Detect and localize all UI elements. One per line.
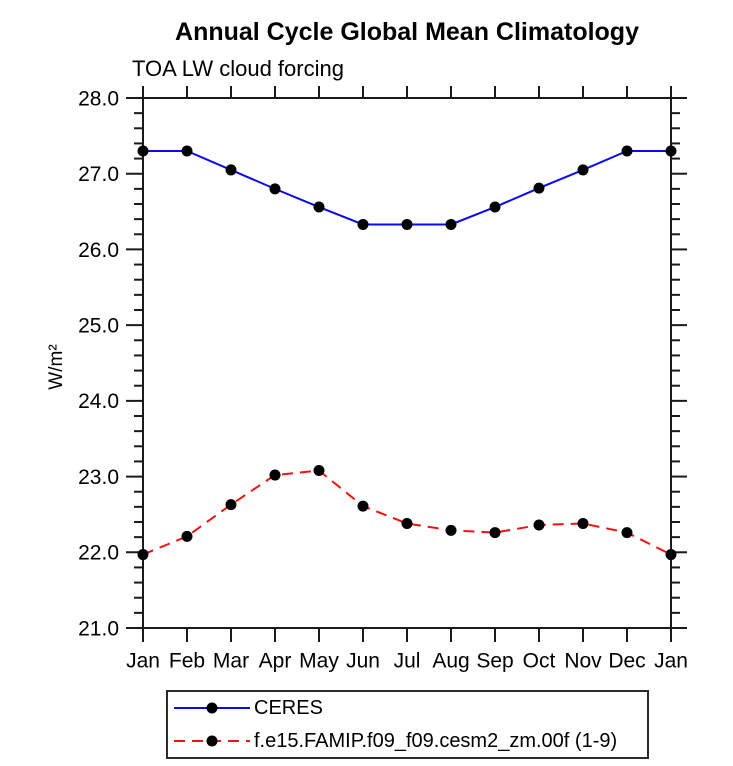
x-tick-label: Dec xyxy=(608,649,645,672)
legend-item-ceres: CERES xyxy=(168,693,647,724)
data-point-marker xyxy=(401,218,413,230)
x-tick-label: Oct xyxy=(523,649,556,672)
x-tick-label: Aug xyxy=(432,649,469,672)
y-tick-label: 21.0 xyxy=(78,617,119,640)
legend-line-sample-solid xyxy=(174,702,250,714)
x-tick-label: Feb xyxy=(169,649,205,672)
series-ceres xyxy=(137,145,677,230)
y-tick-label: 26.0 xyxy=(78,239,119,262)
axis-ticks xyxy=(126,86,687,642)
series-model xyxy=(137,465,677,561)
x-tick-label: May xyxy=(299,649,339,672)
x-tick-label: Jan xyxy=(654,649,688,672)
data-point-marker xyxy=(357,500,369,512)
data-point-marker xyxy=(577,518,589,530)
x-tick-label: Apr xyxy=(259,649,292,672)
data-point-marker xyxy=(269,183,281,195)
data-point-marker xyxy=(181,530,193,542)
data-point-marker xyxy=(445,218,457,230)
x-axis-labels: Jan Feb Mar Apr May Jun Jul Aug Sep Oct Nov Dec Jan xyxy=(126,649,688,672)
x-tick-label: Mar xyxy=(213,649,249,672)
data-point-marker xyxy=(533,182,545,194)
data-point-marker xyxy=(401,518,413,530)
y-tick-label: 23.0 xyxy=(78,466,119,489)
x-tick-label: Jan xyxy=(126,649,160,672)
data-point-marker xyxy=(225,499,237,511)
data-point-marker xyxy=(621,145,633,157)
data-point-marker xyxy=(313,465,325,477)
y-axis-labels: 21.0 22.0 23.0 24.0 25.0 26.0 27.0 28.0 xyxy=(78,87,119,640)
chart-title: Annual Cycle Global Mean Climatology xyxy=(175,18,639,46)
data-point-marker xyxy=(489,201,501,213)
series-line xyxy=(142,469,672,556)
data-point-marker xyxy=(621,527,633,539)
y-tick-label: 24.0 xyxy=(78,390,119,413)
data-point-marker xyxy=(313,201,325,213)
x-tick-label: Jul xyxy=(394,649,421,672)
y-tick-label: 22.0 xyxy=(78,542,119,565)
data-point-marker xyxy=(445,524,457,536)
data-point-marker xyxy=(137,549,149,561)
y-axis-title: W/m² xyxy=(46,344,67,389)
data-point-marker xyxy=(577,164,589,176)
legend: CERES f.e15.FAMIP.f09_f09.cesm2_zm.00f (… xyxy=(166,690,649,759)
x-tick-label: Nov xyxy=(564,649,602,672)
data-point-marker xyxy=(489,527,501,539)
data-point-marker xyxy=(137,145,149,157)
x-tick-label: Sep xyxy=(476,649,513,672)
series-line xyxy=(143,150,671,226)
data-point-marker xyxy=(225,164,237,176)
y-tick-label: 25.0 xyxy=(78,314,119,337)
y-tick-label: 27.0 xyxy=(78,163,119,186)
y-tick-label: 28.0 xyxy=(78,87,119,110)
data-point-marker xyxy=(533,519,545,531)
data-point-marker xyxy=(665,549,677,561)
x-tick-label: Jun xyxy=(346,649,380,672)
plot-box xyxy=(142,97,672,629)
plot-area: 21.0 22.0 23.0 24.0 25.0 26.0 27.0 28.0 Jan Feb Ma… xyxy=(46,86,688,672)
legend-line-sample-dashed xyxy=(174,735,250,747)
legend-item-model: f.e15.FAMIP.f09_f09.cesm2_zm.00f (1-9) xyxy=(168,725,647,756)
data-point-marker xyxy=(181,145,193,157)
chart-subtitle: TOA LW cloud forcing xyxy=(132,56,344,81)
legend-label-model: f.e15.FAMIP.f09_f09.cesm2_zm.00f (1-9) xyxy=(254,729,618,752)
data-point-marker xyxy=(357,218,369,230)
data-point-marker xyxy=(269,469,281,481)
legend-label-ceres: CERES xyxy=(254,697,323,720)
data-point-marker xyxy=(665,145,677,157)
